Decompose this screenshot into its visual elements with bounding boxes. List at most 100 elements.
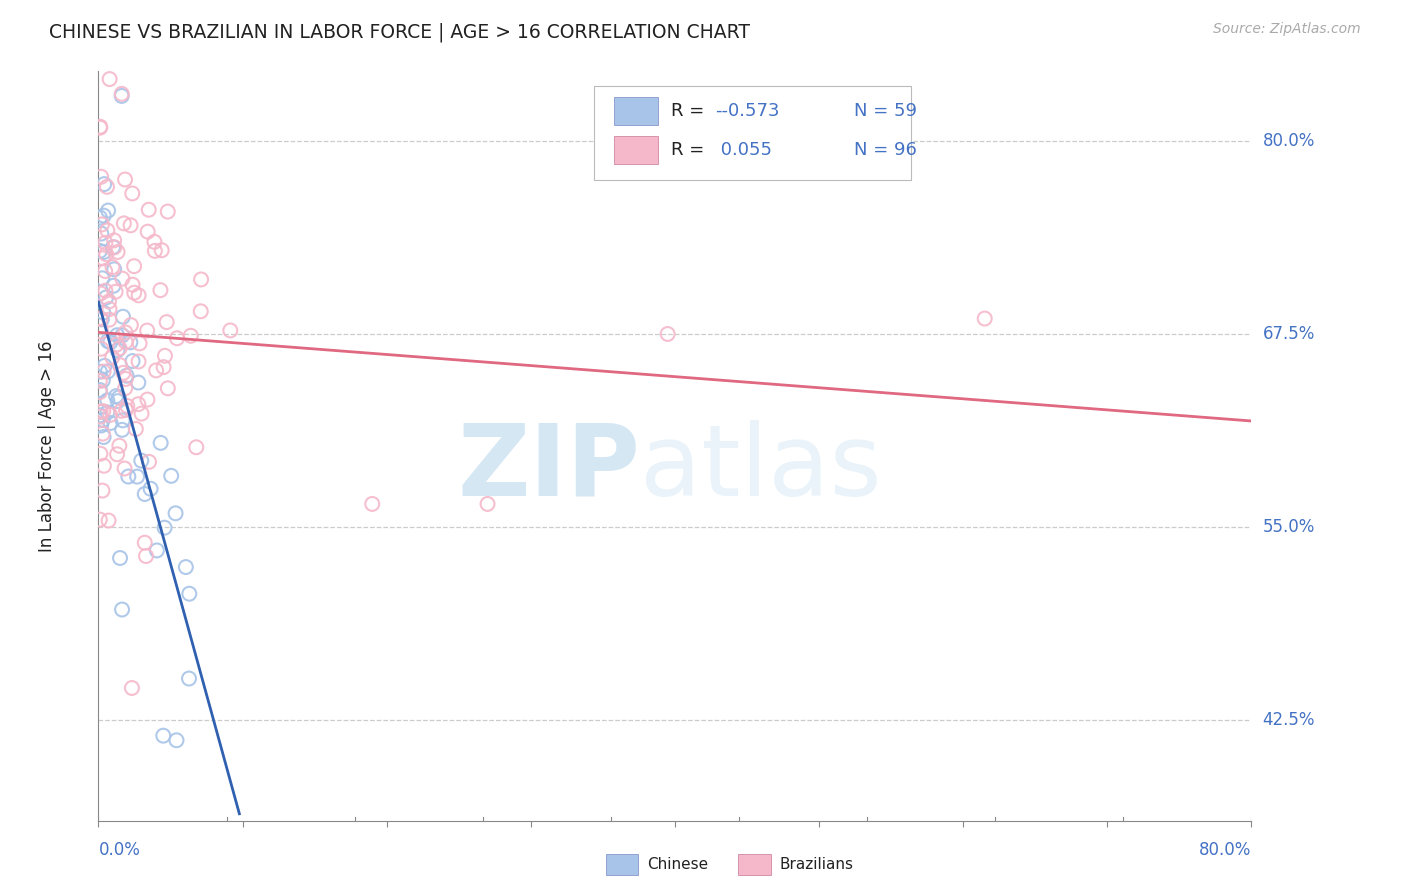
- Point: [93, 359, 115, 373]
- Point: [111, 423, 134, 437]
- Point: [174, 560, 197, 574]
- Point: [146, 543, 169, 558]
- Point: [108, 341, 131, 355]
- Text: ZIP: ZIP: [457, 420, 640, 517]
- Text: 80.0%: 80.0%: [1199, 841, 1251, 859]
- Point: [108, 439, 131, 453]
- Point: [145, 363, 167, 377]
- Point: [90, 418, 112, 433]
- Point: [107, 244, 129, 259]
- Point: [150, 244, 173, 258]
- Point: [135, 549, 157, 563]
- Point: [94, 264, 117, 278]
- Point: [98, 408, 121, 422]
- Point: [110, 404, 132, 418]
- Point: [101, 240, 124, 254]
- Point: [91, 413, 114, 427]
- Point: [166, 733, 188, 747]
- Point: [156, 204, 179, 219]
- Point: [93, 209, 115, 223]
- Point: [156, 315, 179, 329]
- Point: [93, 404, 115, 418]
- Point: [138, 202, 160, 217]
- Point: [91, 483, 114, 498]
- Point: [143, 244, 166, 258]
- Point: [90, 286, 112, 301]
- Point: [89, 120, 111, 134]
- Point: [115, 372, 138, 386]
- Point: [138, 455, 160, 469]
- Point: [89, 513, 111, 527]
- Point: [90, 169, 112, 184]
- FancyBboxPatch shape: [606, 855, 638, 875]
- Point: [105, 337, 128, 351]
- Point: [101, 260, 124, 274]
- Point: [111, 87, 134, 101]
- Point: [117, 469, 139, 483]
- Point: [89, 447, 111, 461]
- Point: [93, 177, 115, 191]
- Point: [153, 349, 176, 363]
- Point: [91, 305, 114, 319]
- Point: [96, 179, 118, 194]
- FancyBboxPatch shape: [738, 855, 770, 875]
- Point: [96, 405, 118, 419]
- Point: [114, 334, 136, 349]
- Point: [190, 304, 212, 318]
- Point: [91, 252, 114, 266]
- Point: [93, 245, 115, 260]
- Point: [122, 285, 145, 300]
- Point: [90, 409, 112, 424]
- Point: [101, 351, 124, 365]
- Point: [117, 399, 139, 413]
- Text: R =: R =: [672, 141, 710, 159]
- Point: [103, 278, 125, 293]
- Point: [98, 294, 121, 309]
- Text: In Labor Force | Age > 16: In Labor Force | Age > 16: [38, 340, 56, 552]
- Point: [136, 392, 159, 407]
- Point: [136, 225, 159, 239]
- Point: [97, 203, 120, 218]
- Point: [177, 672, 200, 686]
- Text: Chinese: Chinese: [647, 857, 709, 872]
- Point: [125, 422, 148, 436]
- Point: [111, 413, 134, 427]
- Point: [91, 426, 114, 441]
- FancyBboxPatch shape: [614, 97, 658, 125]
- Point: [111, 310, 134, 324]
- Point: [93, 458, 115, 473]
- Point: [128, 336, 150, 351]
- Point: [89, 383, 111, 397]
- Point: [96, 290, 118, 304]
- Point: [219, 323, 242, 337]
- Text: atlas: atlas: [640, 420, 882, 517]
- Point: [111, 328, 134, 343]
- Point: [143, 235, 166, 249]
- Text: 0.055: 0.055: [716, 141, 772, 159]
- Point: [89, 385, 111, 400]
- Point: [361, 497, 384, 511]
- Point: [90, 227, 112, 241]
- Text: --0.573: --0.573: [716, 102, 780, 120]
- Point: [89, 409, 111, 423]
- Point: [103, 240, 125, 254]
- Point: [115, 403, 138, 417]
- Point: [128, 354, 150, 368]
- Text: 0.0%: 0.0%: [98, 841, 141, 859]
- Point: [100, 416, 122, 430]
- Text: CHINESE VS BRAZILIAN IN LABOR FORCE | AGE > 16 CORRELATION CHART: CHINESE VS BRAZILIAN IN LABOR FORCE | AG…: [49, 22, 751, 42]
- Point: [131, 407, 153, 421]
- Point: [120, 219, 142, 233]
- Point: [107, 394, 129, 409]
- Point: [657, 326, 679, 341]
- Point: [152, 729, 174, 743]
- Point: [180, 328, 202, 343]
- Text: N = 96: N = 96: [853, 141, 917, 159]
- Point: [111, 89, 134, 103]
- Point: [121, 354, 143, 368]
- Point: [94, 284, 117, 298]
- Point: [120, 335, 142, 350]
- Point: [98, 335, 121, 350]
- Point: [98, 301, 121, 316]
- Point: [89, 211, 111, 225]
